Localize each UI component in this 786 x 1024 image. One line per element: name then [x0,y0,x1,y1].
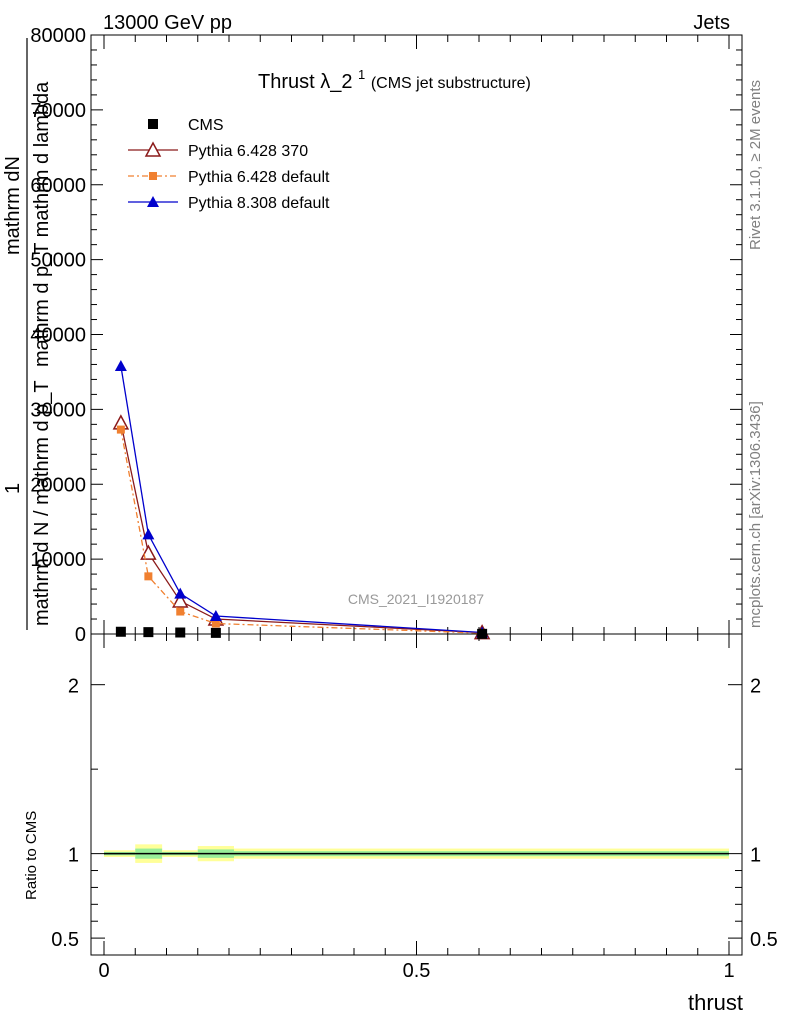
ratio-plot-frame [90,633,743,956]
legend-marker [147,196,159,207]
legend: CMS Pythia 6.428 370 Pythia 6.428 default P… [128,117,330,212]
ratio-y-tick-label: 1 [68,845,79,867]
data-point [171,592,189,608]
header-right-label: Jets [693,12,730,34]
data-point [175,627,186,638]
main-plot-area: 0 10000 20000 30000 40000 50000 60000 70000 8000… [30,25,743,646]
data-point [144,572,153,581]
ratio-y-axis-ticks: 0.5 0.5 1 1 2 2 [51,676,778,951]
chart-title-subtitle: (CMS jet substructure) [371,75,531,92]
ratio-y-tick-label: 0.5 [51,929,79,951]
data-point [140,544,157,560]
ratio-y-tick-label-right: 0.5 [750,929,778,951]
legend-label: Pythia 6.428 370 [188,143,308,160]
y-axis-label: mathrm dN mathrm d p_T mathrm d lambda 1… [2,38,53,630]
legend-label: Pythia 8.308 default [188,195,330,212]
y-axis-label-line-4: mathrm d N / mathrm d p_T [31,380,53,626]
header-left-label: 13000 GeV pp [103,12,232,34]
chart-title-superscript: 1 [358,67,365,82]
y-tick-label: 60000 [30,175,86,197]
y-tick-label: 70000 [30,100,86,122]
y-axis-label-line-3: 1 [2,483,24,494]
ratio-x-axis-ticks: 0 0.5 1 [98,634,735,982]
legend-item: Pythia 6.428 default [128,169,330,186]
data-point [210,627,221,638]
ratio-y-tick-label-right: 2 [750,676,761,698]
chart-title-main: Thrust λ_2 [258,71,352,93]
data-point [176,607,185,616]
y-tick-label: 40000 [30,325,86,347]
y-axis-label-line-1: mathrm dN [2,156,24,255]
mcplots-label: mcplots.cern.ch [arXiv:1306.3436] [747,401,764,628]
ratio-y-tick-label-right: 1 [750,845,761,867]
ratio-plot-area: 0.5 0.51 12 2 0 0.5 1 Ratio to CMS [23,633,778,982]
data-point [142,528,155,540]
y-tick-label: 20000 [30,474,86,496]
x-tick-label: 0 [98,960,109,982]
y-tick-label: 0 [75,624,86,646]
x-tick-label: 0.5 [403,960,431,982]
rivet-version-label: Rivet 3.1.10, ≥ 2M events [747,80,764,250]
y-axis-label-line-2: mathrm d p_T mathrm d lambda [31,81,53,367]
legend-item: CMS [148,117,224,134]
y-tick-label: 80000 [30,25,86,47]
data-point [115,626,126,637]
y-tick-label: 30000 [30,399,86,421]
legend-item: Pythia 8.308 default [128,195,330,212]
legend-label: CMS [188,117,224,134]
legend-marker [148,119,158,129]
y-tick-label: 10000 [30,549,86,571]
y-tick-label: 50000 [30,250,86,272]
y-axis-ticks: 0 10000 20000 30000 40000 50000 60000 70000 8000… [30,25,742,646]
chart-watermark: CMS_2021_I1920187 [348,591,484,607]
legend-label: Pythia 6.428 default [188,169,330,186]
legend-marker [149,172,157,180]
data-point [211,619,220,628]
data-point [114,359,127,371]
legend-item: Pythia 6.428 370 [128,141,308,160]
x-tick-label: 1 [723,960,734,982]
data-point [116,425,125,434]
ratio-y-axis-label: Ratio to CMS [23,811,40,900]
x-axis-label: thrust [688,990,743,1015]
data-point [209,610,222,622]
data-point [174,587,187,599]
data-point [143,627,154,638]
ratio-y-tick-label: 2 [68,676,79,698]
chart-title: Thrust λ_2 1 (CMS jet substructure) [258,62,531,93]
legend-marker [144,141,162,157]
series-cms [115,626,488,639]
series-layer [112,359,491,640]
